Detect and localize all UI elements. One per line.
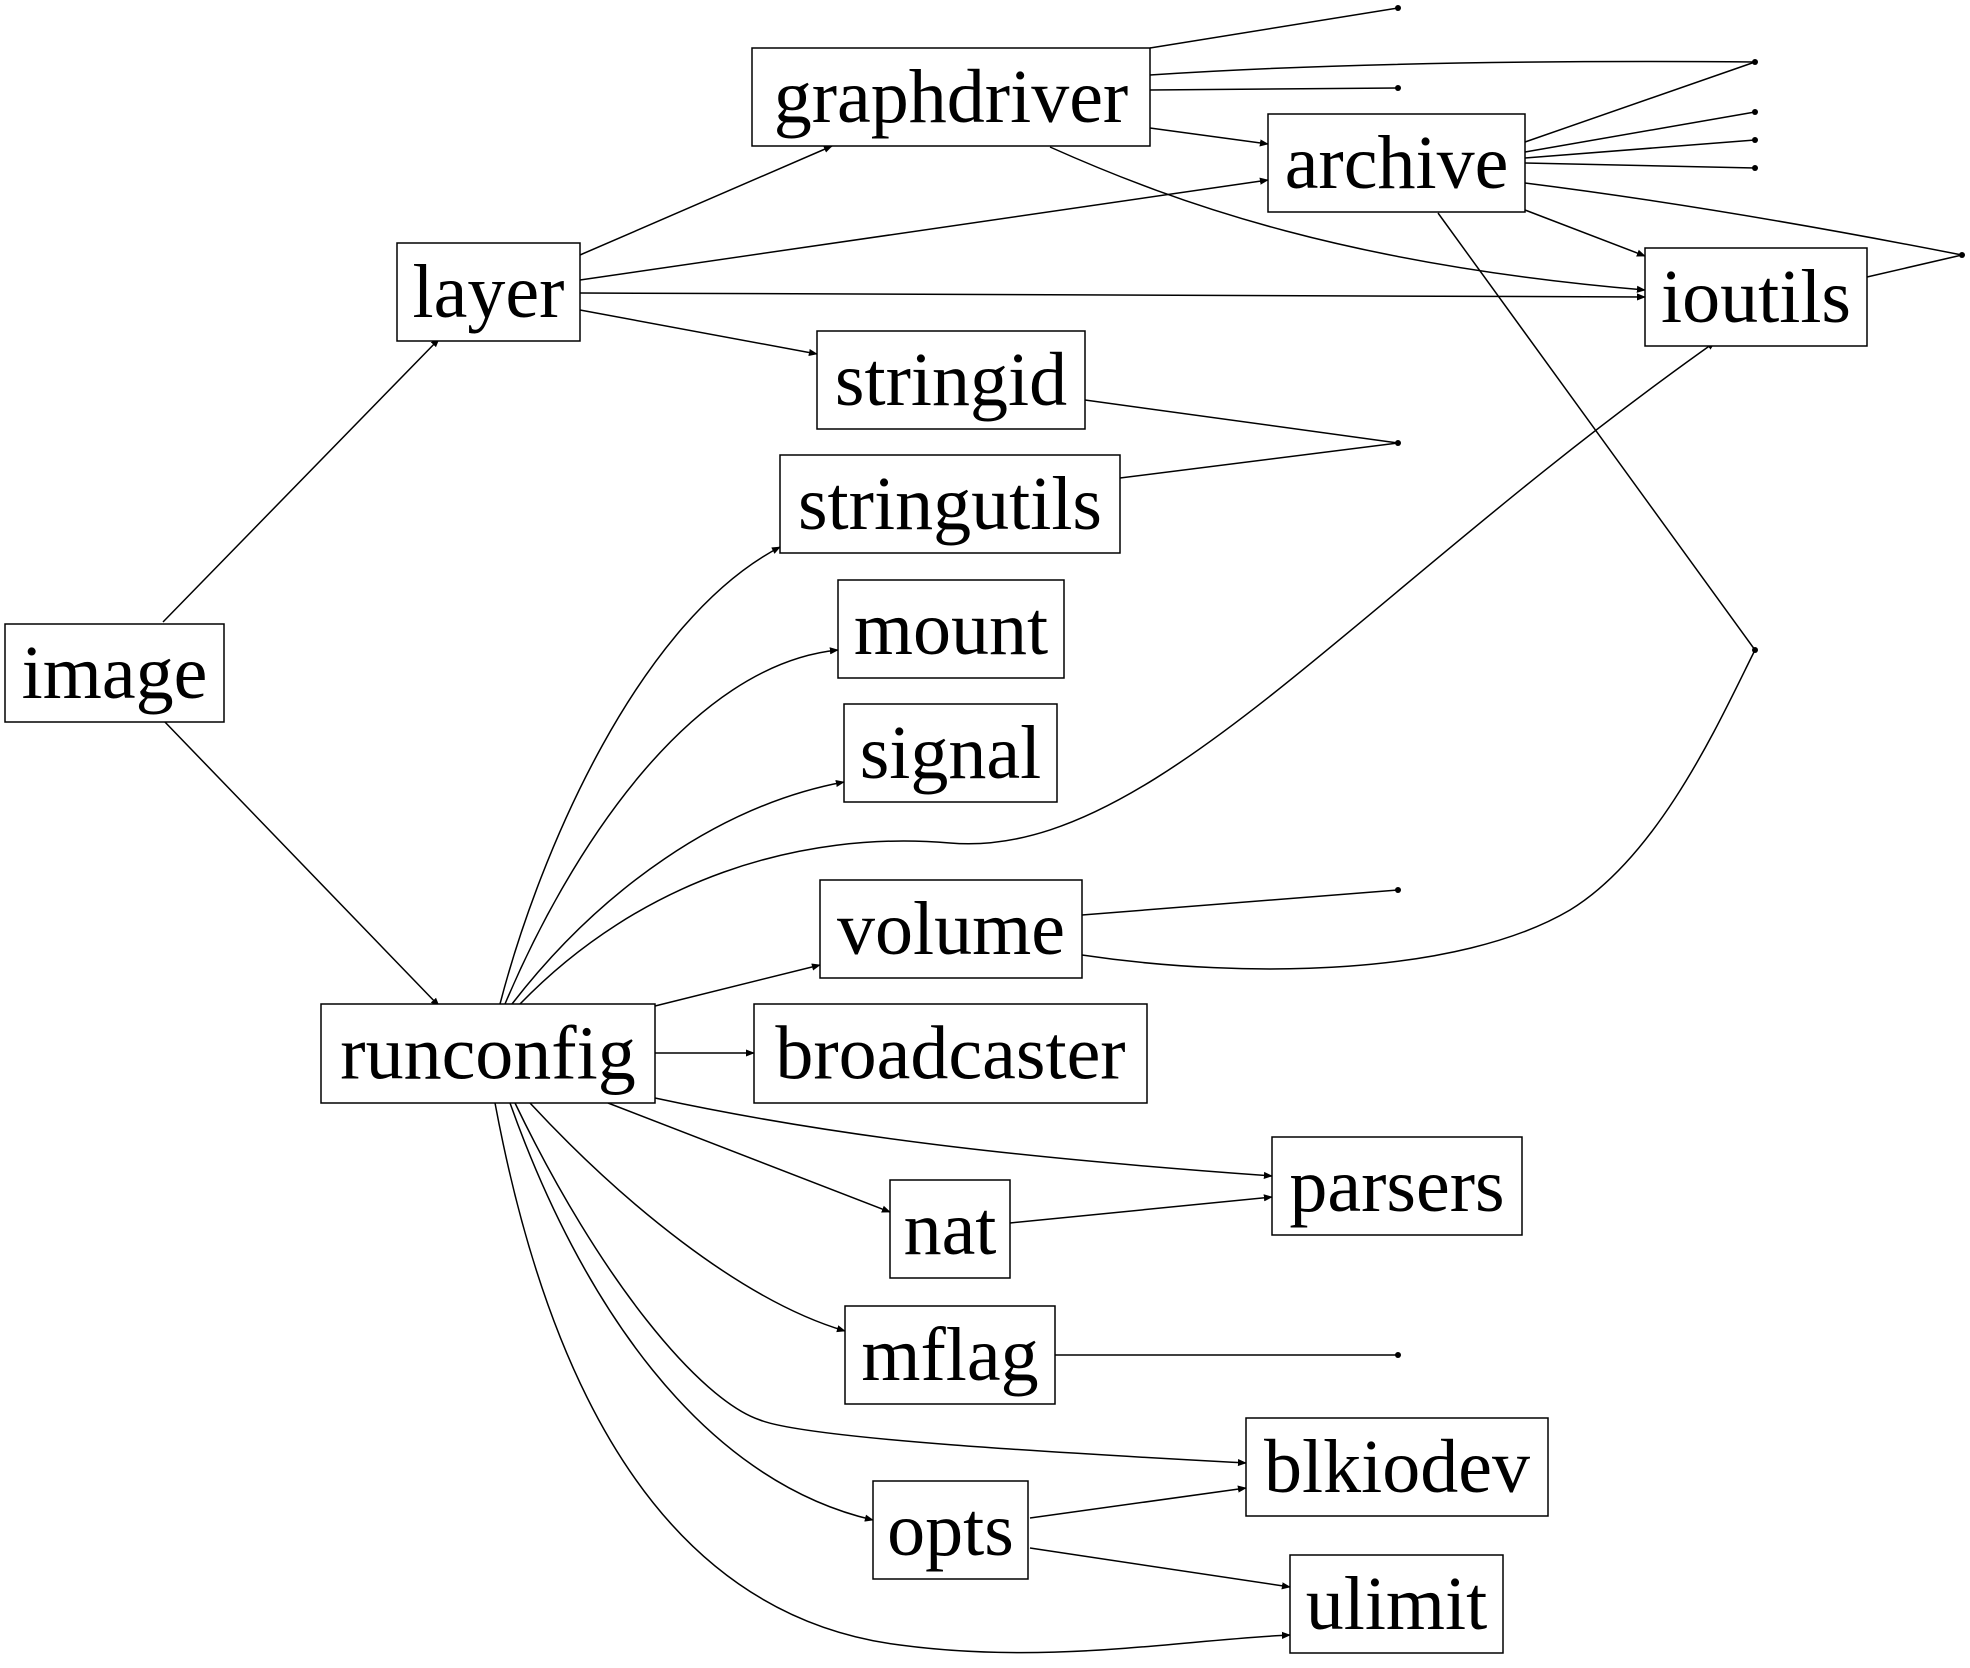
edge-volume-external: [1081, 649, 1756, 970]
node-label-ulimit: ulimit: [1306, 1562, 1488, 1646]
edge-image-layer: [162, 338, 440, 623]
endpoint-dot: [1752, 647, 1758, 653]
edge-runconfig-parsers: [654, 1097, 1273, 1180]
edge-runconfig-stringutils: [499, 546, 781, 1005]
external-endpoints: [1395, 5, 1965, 1358]
node-label-parsers: parsers: [1289, 1144, 1504, 1228]
node-graphdriver: graphdriver: [751, 47, 1151, 147]
edge-runconfig-mount: [504, 647, 839, 1005]
node-stringutils: stringutils: [779, 454, 1121, 554]
edge-graphdriver-external: [1149, 60, 1756, 76]
node-stringid: stringid: [816, 330, 1086, 430]
nodes: image layer graphdriver archive ioutils …: [4, 47, 1868, 1654]
edge-runconfig-signal: [511, 779, 845, 1005]
node-broadcaster: broadcaster: [753, 1003, 1148, 1104]
edge-runconfig-volume: [654, 963, 821, 1007]
node-layer: layer: [396, 242, 581, 342]
edge-layer-ioutils: [579, 292, 1646, 301]
endpoint-dot: [1395, 85, 1401, 91]
edge-image-runconfig: [162, 719, 440, 1007]
edge-runconfig-ulimit: [494, 1102, 1291, 1654]
edge-archive-external: [1524, 182, 1963, 256]
node-label-signal: signal: [860, 711, 1042, 795]
endpoint-dot: [1395, 1352, 1401, 1358]
endpoint-dot: [1395, 5, 1401, 11]
node-label-nat: nat: [904, 1187, 997, 1271]
endpoint-dot: [1395, 887, 1401, 893]
edge-archive-external: [1524, 61, 1756, 143]
edge-layer-archive: [579, 177, 1269, 281]
edge-opts-blkiodev: [1029, 1485, 1247, 1519]
edges: [162, 127, 1716, 1654]
node-label-mount: mount: [854, 587, 1048, 671]
node-label-graphdriver: graphdriver: [774, 55, 1129, 139]
endpoint-dot: [1395, 440, 1401, 446]
edge-opts-ulimit: [1029, 1547, 1291, 1590]
node-blkiodev: blkiodev: [1245, 1417, 1549, 1517]
edge-runconfig-mflag: [529, 1102, 846, 1333]
edge-runconfig-nat: [607, 1102, 891, 1213]
node-label-opts: opts: [887, 1488, 1014, 1572]
edge-archive-external: [1437, 212, 1756, 651]
node-label-blkiodev: blkiodev: [1264, 1425, 1530, 1509]
edge-layer-graphdriver: [579, 145, 833, 256]
node-archive: archive: [1267, 113, 1526, 213]
edge-graphdriver-ioutils: [1049, 146, 1646, 293]
external-edges: [1055, 7, 1963, 1356]
node-label-stringid: stringid: [835, 338, 1067, 422]
node-signal: signal: [843, 703, 1058, 803]
edge-graphdriver-archive: [1149, 127, 1269, 147]
edge-runconfig-blkiodev: [514, 1102, 1247, 1467]
node-label-image: image: [22, 631, 208, 715]
node-label-broadcaster: broadcaster: [775, 1012, 1125, 1096]
edge-runconfig-opts: [509, 1102, 874, 1522]
node-runconfig: runconfig: [320, 1003, 656, 1104]
node-label-stringutils: stringutils: [798, 462, 1102, 546]
edge-nat-parsers: [1009, 1194, 1273, 1224]
node-label-archive: archive: [1285, 121, 1509, 205]
edge-volume-external: [1081, 889, 1399, 916]
node-label-layer: layer: [413, 250, 565, 334]
endpoint-dot: [1752, 137, 1758, 143]
node-image: image: [4, 623, 225, 723]
endpoint-dot: [1752, 165, 1758, 171]
edge-layer-stringid: [579, 309, 818, 357]
node-label-volume: volume: [837, 887, 1065, 971]
endpoint-dot: [1752, 109, 1758, 115]
node-nat: nat: [889, 1179, 1011, 1279]
endpoint-dot: [1752, 59, 1758, 65]
node-label-mflag: mflag: [861, 1313, 1038, 1397]
edge-ioutils-external: [1866, 254, 1963, 278]
edge-archive-external: [1524, 162, 1756, 169]
node-label-ioutils: ioutils: [1661, 255, 1851, 339]
edge-graphdriver-external: [1149, 87, 1399, 91]
edge-graphdriver-external: [1149, 7, 1399, 49]
node-mflag: mflag: [844, 1305, 1056, 1405]
node-ioutils: ioutils: [1644, 247, 1868, 347]
node-ulimit: ulimit: [1289, 1554, 1504, 1654]
node-mount: mount: [837, 579, 1065, 679]
node-volume: volume: [819, 879, 1083, 979]
node-opts: opts: [872, 1480, 1029, 1580]
edge-archive-external: [1524, 139, 1756, 159]
edge-runconfig-ioutils: [519, 341, 1716, 1005]
edge-archive-external: [1524, 111, 1756, 153]
edge-stringid-external: [1084, 399, 1399, 444]
node-label-runconfig: runconfig: [340, 1012, 635, 1096]
edge-archive-ioutils: [1524, 209, 1646, 257]
endpoint-dot: [1959, 252, 1965, 258]
edge-stringutils-external: [1119, 442, 1399, 479]
node-parsers: parsers: [1271, 1136, 1523, 1236]
